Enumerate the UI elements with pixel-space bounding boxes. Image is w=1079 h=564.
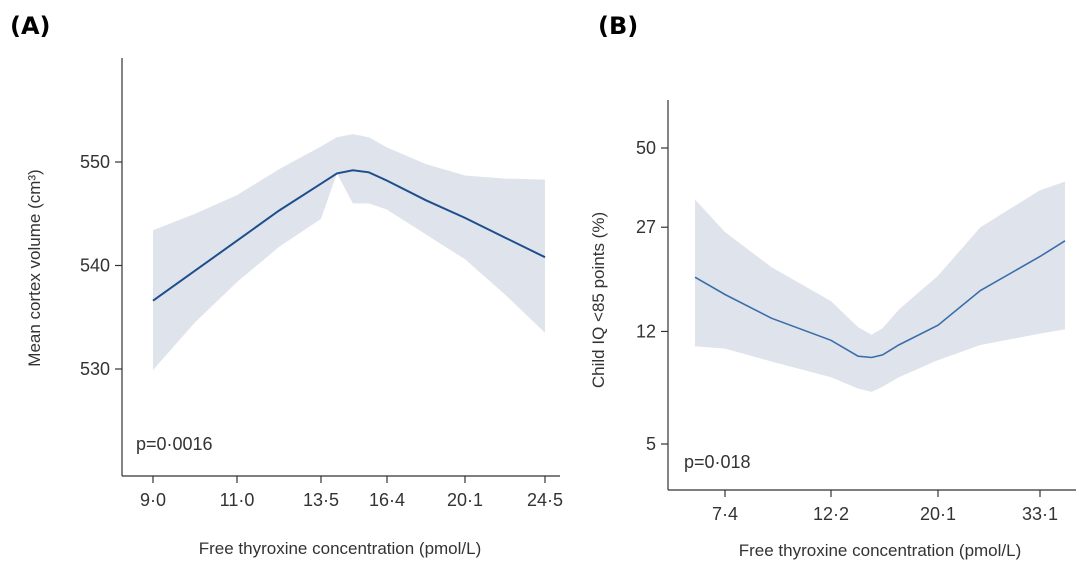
x-tick-label: 9·0 (140, 490, 166, 510)
x-tick-label: 20·1 (920, 504, 956, 524)
panel-label-b: (B) (598, 12, 639, 40)
y-tick-label: 5 (646, 434, 656, 454)
x-tick-label: 12·2 (813, 504, 849, 524)
x-tick-label: 16·4 (369, 490, 405, 510)
y-tick-label: 530 (80, 359, 110, 379)
x-tick-label: 20·1 (447, 490, 483, 510)
chart-panel-b: 5 12 27 50 7·4 12·2 20·1 33·1 Free thyroxine c… (589, 100, 1076, 560)
x-axis-title: Free thyroxine concentration (pmol/L) (739, 541, 1022, 560)
y-axis-title: Child IQ <85 points (%) (589, 212, 608, 388)
x-tick-label: 11·0 (220, 490, 255, 510)
x-tick-label: 7·4 (712, 504, 738, 524)
p-value-annotation: p=0·0016 (136, 434, 213, 454)
y-tick-label: 50 (636, 138, 656, 158)
y-tick-label: 540 (80, 256, 110, 276)
chart-panel-a: 530 540 550 9·0 11·0 13·5 16·4 20·1 24·5 Free t… (25, 58, 563, 558)
x-axis-title: Free thyroxine concentration (pmol/L) (199, 539, 482, 558)
panel-label-a: (A) (10, 12, 51, 40)
confidence-band (695, 181, 1065, 392)
y-tick-label: 12 (636, 321, 656, 341)
series-line (694, 240, 1066, 359)
x-tick-label: 33·1 (1022, 504, 1058, 524)
x-tick-label: 13·5 (303, 490, 339, 510)
p-value-annotation: p=0·018 (684, 452, 751, 472)
series-line (152, 169, 546, 302)
confidence-band (153, 134, 545, 370)
y-tick-label: 27 (636, 217, 656, 237)
x-tick-label: 24·5 (527, 490, 563, 510)
y-tick-label: 550 (80, 152, 110, 172)
y-axis-title: Mean cortex volume (cm³) (25, 169, 44, 366)
